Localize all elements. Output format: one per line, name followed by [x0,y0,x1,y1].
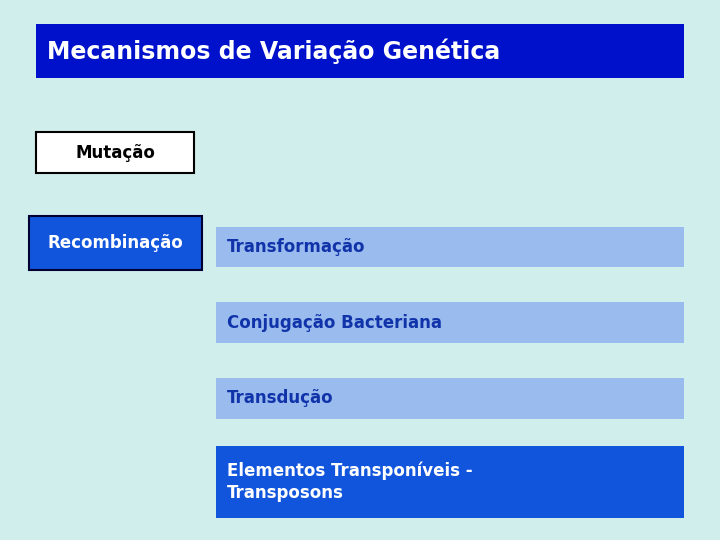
Text: Mecanismos de Variação Genética: Mecanismos de Variação Genética [47,38,500,64]
Text: Transdução: Transdução [227,389,333,407]
FancyBboxPatch shape [36,132,194,173]
Text: Recombinação: Recombinação [48,234,183,252]
FancyBboxPatch shape [36,24,684,78]
Text: Elementos Transponíveis -
Transposons: Elementos Transponíveis - Transposons [227,462,472,502]
Text: Transformação: Transformação [227,238,365,256]
FancyBboxPatch shape [29,216,202,270]
FancyBboxPatch shape [216,446,684,518]
FancyBboxPatch shape [216,227,684,267]
Text: Mutação: Mutação [76,144,155,161]
FancyBboxPatch shape [216,378,684,419]
Text: Conjugação Bacteriana: Conjugação Bacteriana [227,314,442,332]
FancyBboxPatch shape [216,302,684,343]
